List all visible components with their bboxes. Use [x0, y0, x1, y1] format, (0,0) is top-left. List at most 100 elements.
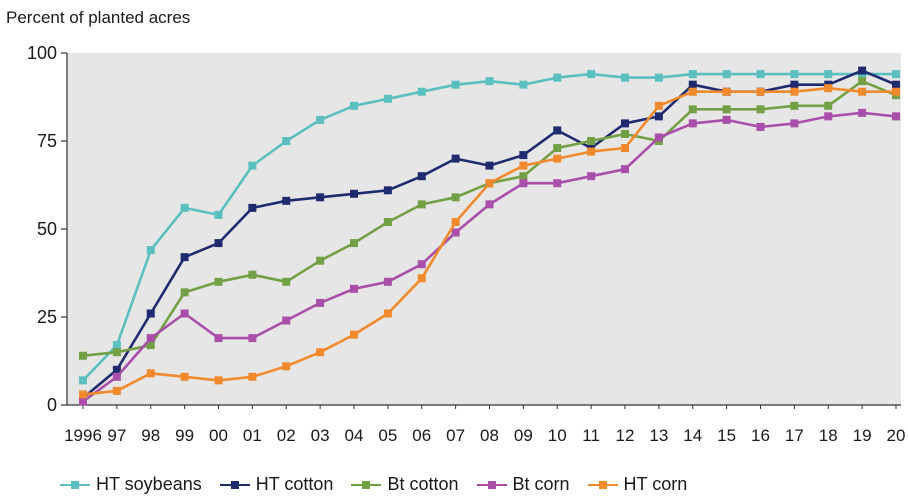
data-point: [858, 87, 867, 96]
data-point: [553, 144, 562, 153]
series-bt-corn: [79, 108, 900, 406]
data-point: [79, 390, 87, 399]
data-point: [621, 119, 629, 128]
data-point: [790, 70, 799, 79]
data-point: [146, 369, 155, 378]
data-point: [248, 161, 257, 170]
data-point: [688, 70, 697, 79]
data-point: [350, 189, 358, 198]
data-point: [587, 172, 596, 181]
data-point: [688, 80, 697, 89]
x-tick-label: 99: [175, 426, 194, 445]
legend-label: HT corn: [623, 474, 688, 494]
x-tick-label: 97: [107, 426, 126, 445]
data-point: [282, 196, 291, 205]
data-point: [587, 70, 596, 79]
y-tick-label: 75: [37, 131, 57, 151]
data-point: [892, 112, 900, 121]
data-point: [248, 203, 257, 212]
data-point: [451, 80, 460, 89]
legend-swatch: [60, 477, 90, 493]
x-tick-label: 01: [243, 426, 262, 445]
data-point: [383, 94, 392, 103]
legend-swatch: [219, 477, 250, 493]
x-tick-label: 06: [412, 426, 431, 445]
data-point: [79, 397, 87, 406]
legend-swatch: [587, 477, 618, 493]
data-point: [451, 217, 460, 226]
data-point: [756, 87, 765, 96]
data-point: [756, 122, 765, 131]
x-tick-label: 08: [480, 426, 499, 445]
data-point: [858, 108, 867, 117]
x-tick-label: 04: [345, 426, 364, 445]
x-tick-label: 07: [446, 426, 465, 445]
x-tick-label: 05: [378, 426, 397, 445]
data-point: [350, 239, 358, 248]
x-tick-label: 10: [548, 426, 567, 445]
data-point: [316, 115, 325, 124]
data-point: [621, 129, 629, 138]
data-point: [553, 73, 562, 82]
data-point: [451, 193, 460, 202]
data-point: [485, 200, 494, 209]
data-point: [621, 73, 629, 82]
data-point: [519, 179, 528, 188]
data-point: [688, 119, 697, 128]
data-point: [214, 376, 223, 385]
x-tick-label: 15: [717, 426, 736, 445]
y-tick-label: 50: [37, 219, 57, 239]
data-point: [214, 210, 223, 219]
data-point: [417, 172, 426, 181]
x-tick-label: 17: [785, 426, 804, 445]
data-point: [146, 341, 155, 350]
y-tick-label: 100: [27, 43, 57, 63]
series-ht-corn: [79, 84, 900, 399]
data-point: [824, 84, 833, 93]
data-point: [112, 386, 121, 395]
data-point: [621, 165, 629, 174]
legend-label: Bt corn: [512, 474, 570, 494]
x-tick-label: 09: [514, 426, 533, 445]
data-point: [316, 256, 325, 265]
data-point: [350, 284, 358, 293]
data-point: [451, 154, 460, 163]
data-point: [519, 161, 528, 170]
data-point: [553, 126, 562, 135]
data-point: [282, 137, 291, 145]
data-point: [79, 351, 87, 360]
data-point: [383, 309, 392, 318]
series-ht-soybeans: [79, 70, 900, 385]
data-point: [417, 260, 426, 269]
data-point: [654, 101, 663, 110]
data-point: [282, 277, 291, 286]
x-tick-label: 16: [751, 426, 770, 445]
legend-label: HT soybeans: [96, 474, 202, 494]
data-point: [892, 80, 900, 89]
data-point: [214, 334, 223, 343]
line-chart: 0 25 50 75 100 1996 97 98 99 00 01 02 03 04 05 06 07 08 09…: [27, 43, 906, 445]
data-point: [451, 228, 460, 237]
data-point: [654, 112, 663, 121]
data-point: [180, 288, 189, 297]
data-point: [112, 372, 121, 381]
data-point: [282, 362, 291, 371]
data-point: [350, 330, 358, 339]
data-point: [519, 151, 528, 160]
legend: HT soybeans HT cotton Bt cotton Bt corn HT c…: [60, 474, 687, 495]
x-tick-label: 20: [887, 426, 906, 445]
data-point: [790, 87, 799, 96]
data-point: [180, 309, 189, 318]
data-point: [790, 119, 799, 128]
data-point: [587, 137, 596, 145]
x-tick-label: 18: [819, 426, 838, 445]
y-axis-label: Percent of planted acres: [6, 8, 191, 27]
data-point: [112, 348, 121, 357]
x-tick-label: 00: [209, 426, 228, 445]
data-point: [417, 87, 426, 96]
x-tick-label: 12: [616, 426, 635, 445]
data-point: [383, 217, 392, 226]
data-point: [790, 80, 799, 89]
data-point: [180, 253, 189, 262]
data-point: [383, 277, 392, 286]
